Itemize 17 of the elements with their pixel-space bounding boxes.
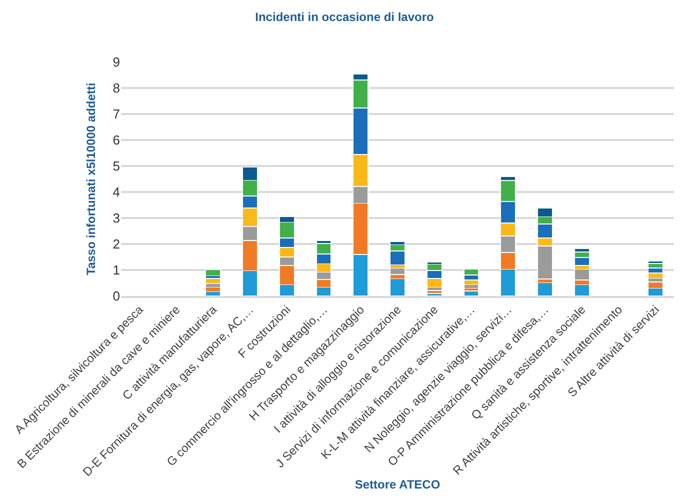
chart-title: Incidenti in occasione di lavoro xyxy=(255,10,434,24)
y-tick-label: 0 xyxy=(112,288,120,304)
y-tick-label: 8 xyxy=(112,80,120,96)
y-tick-label: 3 xyxy=(112,210,120,226)
bar xyxy=(390,268,406,275)
y-tick-label: 7 xyxy=(112,106,120,122)
bar xyxy=(390,278,406,296)
y-tick-label: 4 xyxy=(112,184,120,200)
y-axis-title: Tasso infortunati x5l10000 addetti xyxy=(84,82,98,276)
y-tick-label: 2 xyxy=(112,236,120,252)
y-tick-label: 1 xyxy=(112,262,120,278)
bar xyxy=(537,282,553,296)
y-tick-label: 9 xyxy=(112,54,120,70)
x-axis-title: Settore ATECO xyxy=(354,477,440,492)
y-tick-label: 6 xyxy=(112,132,120,148)
y-tick-label: 5 xyxy=(112,158,120,174)
bar xyxy=(574,284,590,296)
